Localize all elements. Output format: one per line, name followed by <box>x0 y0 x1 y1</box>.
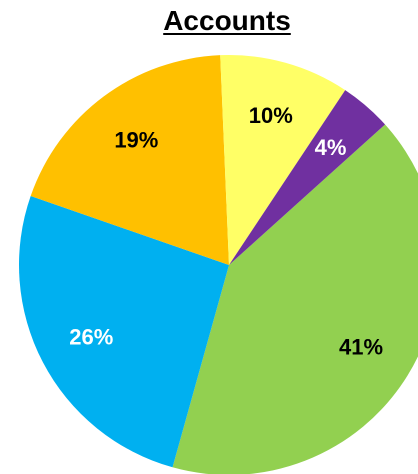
slice-label: 10% <box>249 103 293 128</box>
pie-slice <box>229 90 386 265</box>
pie-slice <box>220 54 346 265</box>
pie-slice <box>172 124 418 474</box>
slice-label: 41% <box>339 334 383 359</box>
pie-slice <box>19 195 229 468</box>
pie-slices <box>19 54 418 474</box>
slice-label: 26% <box>69 325 113 350</box>
slice-label: 19% <box>114 128 158 153</box>
slice-label: 4% <box>315 135 347 160</box>
pie-slice <box>30 55 230 266</box>
chart-title: Accounts <box>163 5 291 36</box>
pie-labels: 41% 26% 19% 10% 4% <box>69 103 383 360</box>
